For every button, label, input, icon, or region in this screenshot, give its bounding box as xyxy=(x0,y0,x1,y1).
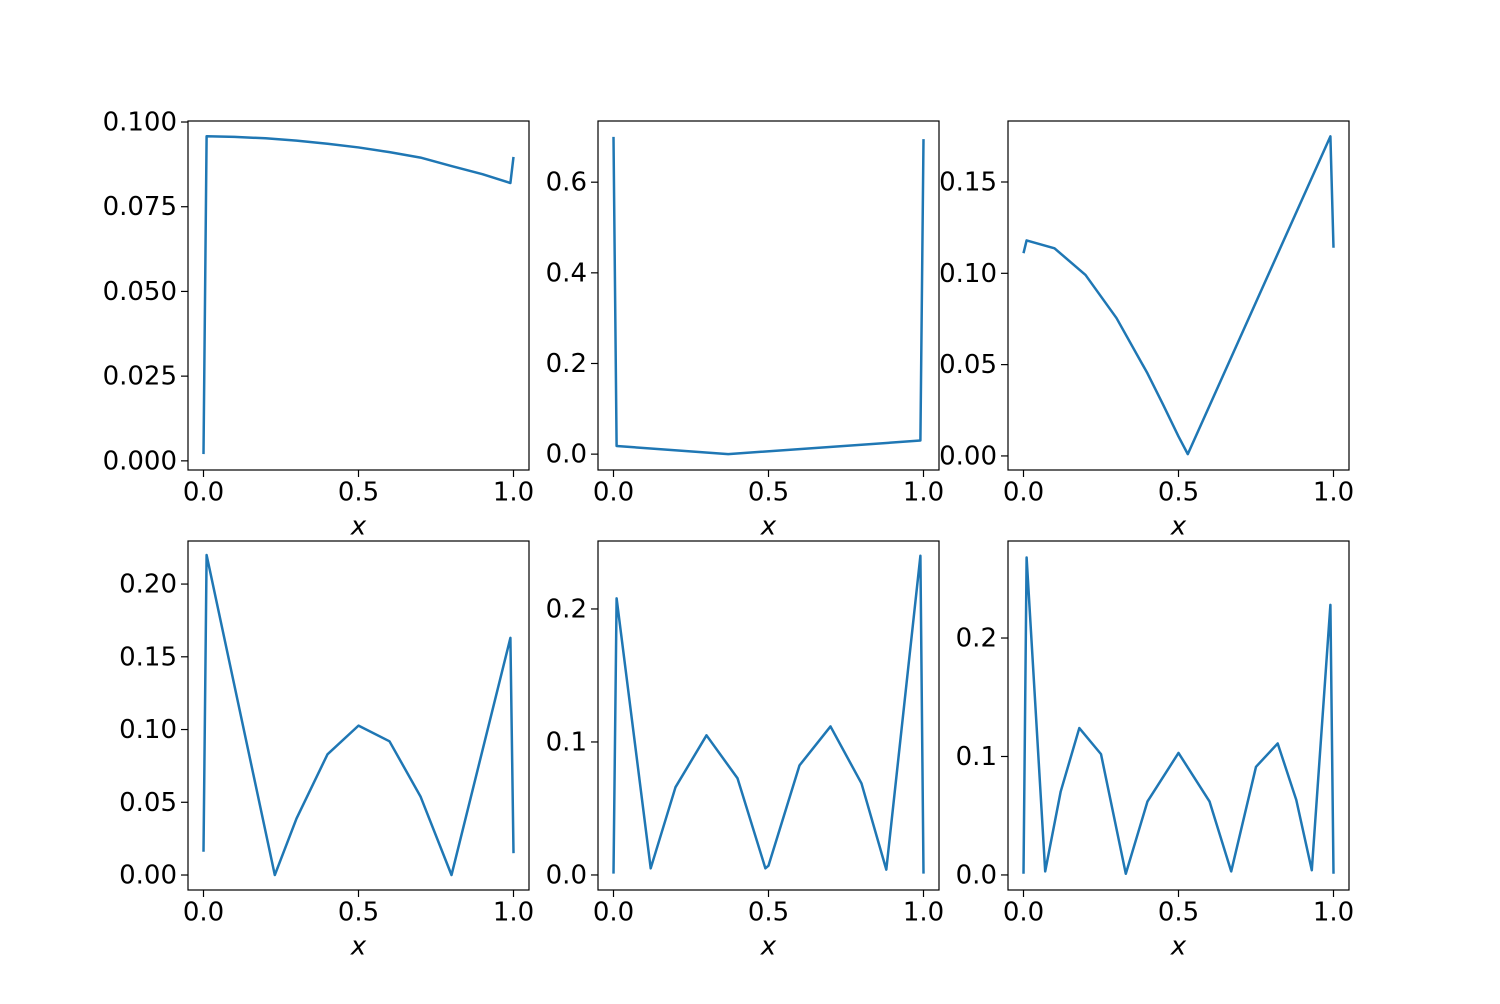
y-tick-label: 0.05 xyxy=(119,788,177,818)
axes-frame xyxy=(187,540,530,891)
x-tick-label: 0.0 xyxy=(183,898,224,928)
x-tick-label: 0.0 xyxy=(1003,898,1044,928)
y-tick-label: 0.10 xyxy=(119,715,177,745)
x-tick-label: 0.5 xyxy=(748,898,789,928)
x-tick-label: 0.0 xyxy=(1003,478,1044,508)
x-tick-label: 1.0 xyxy=(903,898,944,928)
x-axis-label: x xyxy=(1170,512,1187,542)
data-line xyxy=(1022,556,1335,876)
y-tick-label: 0.2 xyxy=(956,624,997,654)
data-line xyxy=(612,554,925,874)
y-tick-label: 0.0 xyxy=(546,860,587,890)
x-tick-label: 1.0 xyxy=(493,478,534,508)
x-tick-label: 0.5 xyxy=(338,898,379,928)
y-tick-label: 0.20 xyxy=(119,570,177,600)
x-tick-label: 1.0 xyxy=(903,478,944,508)
y-tick-label: 0.4 xyxy=(546,258,587,288)
y-tick-label: 0.075 xyxy=(103,192,177,222)
x-axis-label: x xyxy=(760,512,777,542)
y-tick-label: 0.025 xyxy=(103,362,177,392)
x-tick-label: 0.0 xyxy=(183,478,224,508)
y-tick-label: 0.00 xyxy=(939,441,997,471)
y-tick-label: 0.00 xyxy=(119,861,177,891)
axes-frame xyxy=(1007,120,1350,471)
data-line xyxy=(1022,135,1335,456)
y-tick-label: 0.1 xyxy=(546,727,587,757)
x-tick-label: 0.5 xyxy=(1158,898,1199,928)
data-line xyxy=(202,553,515,877)
y-tick-label: 0.0 xyxy=(956,860,997,890)
y-tick-label: 0.2 xyxy=(546,349,587,379)
x-tick-label: 0.5 xyxy=(338,478,379,508)
y-tick-label: 0.050 xyxy=(103,277,177,307)
axes-frame xyxy=(597,120,940,471)
x-tick-label: 1.0 xyxy=(493,898,534,928)
x-axis-label: x xyxy=(350,932,367,962)
y-tick-label: 0.1 xyxy=(956,742,997,772)
axes-frame xyxy=(187,120,530,471)
y-tick-label: 0.100 xyxy=(103,108,177,138)
y-tick-label: 0.15 xyxy=(119,642,177,672)
y-tick-label: 0.0 xyxy=(546,440,587,470)
y-tick-label: 0.2 xyxy=(546,594,587,624)
y-tick-label: 0.10 xyxy=(939,259,997,289)
axes-frame xyxy=(597,540,940,891)
y-tick-label: 0.15 xyxy=(939,167,997,197)
x-tick-label: 0.0 xyxy=(593,478,634,508)
x-tick-label: 0.5 xyxy=(748,478,789,508)
y-tick-label: 0.05 xyxy=(939,350,997,380)
data-line xyxy=(612,136,925,456)
y-tick-label: 0.000 xyxy=(103,446,177,476)
data-line xyxy=(202,135,515,455)
axes-frame xyxy=(1007,540,1350,891)
x-tick-label: 1.0 xyxy=(1313,898,1354,928)
y-tick-label: 0.6 xyxy=(546,168,587,198)
x-axis-label: x xyxy=(1170,932,1187,962)
x-axis-label: x xyxy=(760,932,777,962)
x-tick-label: 0.5 xyxy=(1158,478,1199,508)
x-axis-label: x xyxy=(350,512,367,542)
x-tick-label: 0.0 xyxy=(593,898,634,928)
x-tick-label: 1.0 xyxy=(1313,478,1354,508)
